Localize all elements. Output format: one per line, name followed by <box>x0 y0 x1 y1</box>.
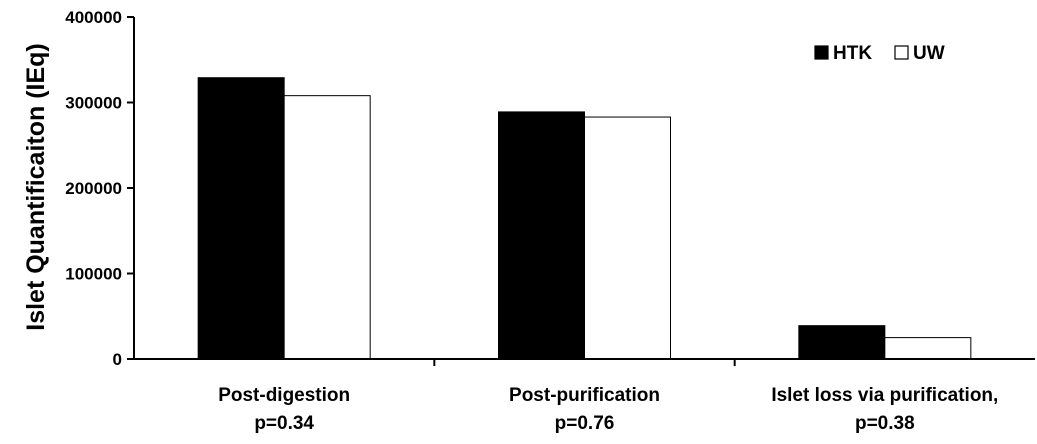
category-labels: Post-digestion p=0.34 Post-purification p=0… <box>218 385 998 434</box>
x-category-label: Islet loss via purification, <box>771 385 998 406</box>
x-category-label: Post-digestion <box>218 385 350 406</box>
y-tick-label: 400000 <box>65 8 122 27</box>
bar-uw-3 <box>884 337 972 360</box>
x-category-label: p=0.38 <box>855 413 915 434</box>
legend-label-uw: UW <box>913 43 945 64</box>
y-tick-label: 0 <box>113 350 122 369</box>
bar-htk-1 <box>197 77 285 360</box>
y-axis-ticks: 0 100000 200000 300000 400000 <box>65 8 134 369</box>
y-tick-label: 300000 <box>65 94 122 113</box>
bar-htk-2 <box>498 111 585 360</box>
y-axis-label: Islet Quantificaiton (IEq) <box>22 43 50 331</box>
x-category-label: Post-purification <box>509 385 660 406</box>
bar-uw-1 <box>283 95 371 360</box>
legend: HTK UW <box>814 43 945 64</box>
bars <box>197 77 972 360</box>
y-tick-label: 200000 <box>65 179 122 198</box>
x-category-label: p=0.34 <box>254 413 314 434</box>
bar-htk-3 <box>798 325 886 360</box>
bar-uw-2 <box>584 116 671 360</box>
legend-swatch-htk <box>814 45 829 60</box>
x-axis-ticks <box>433 359 736 366</box>
legend-label-htk: HTK <box>833 43 872 64</box>
legend-swatch-uw <box>894 45 909 60</box>
y-tick-label: 100000 <box>65 265 122 284</box>
x-category-label: p=0.76 <box>555 413 615 434</box>
